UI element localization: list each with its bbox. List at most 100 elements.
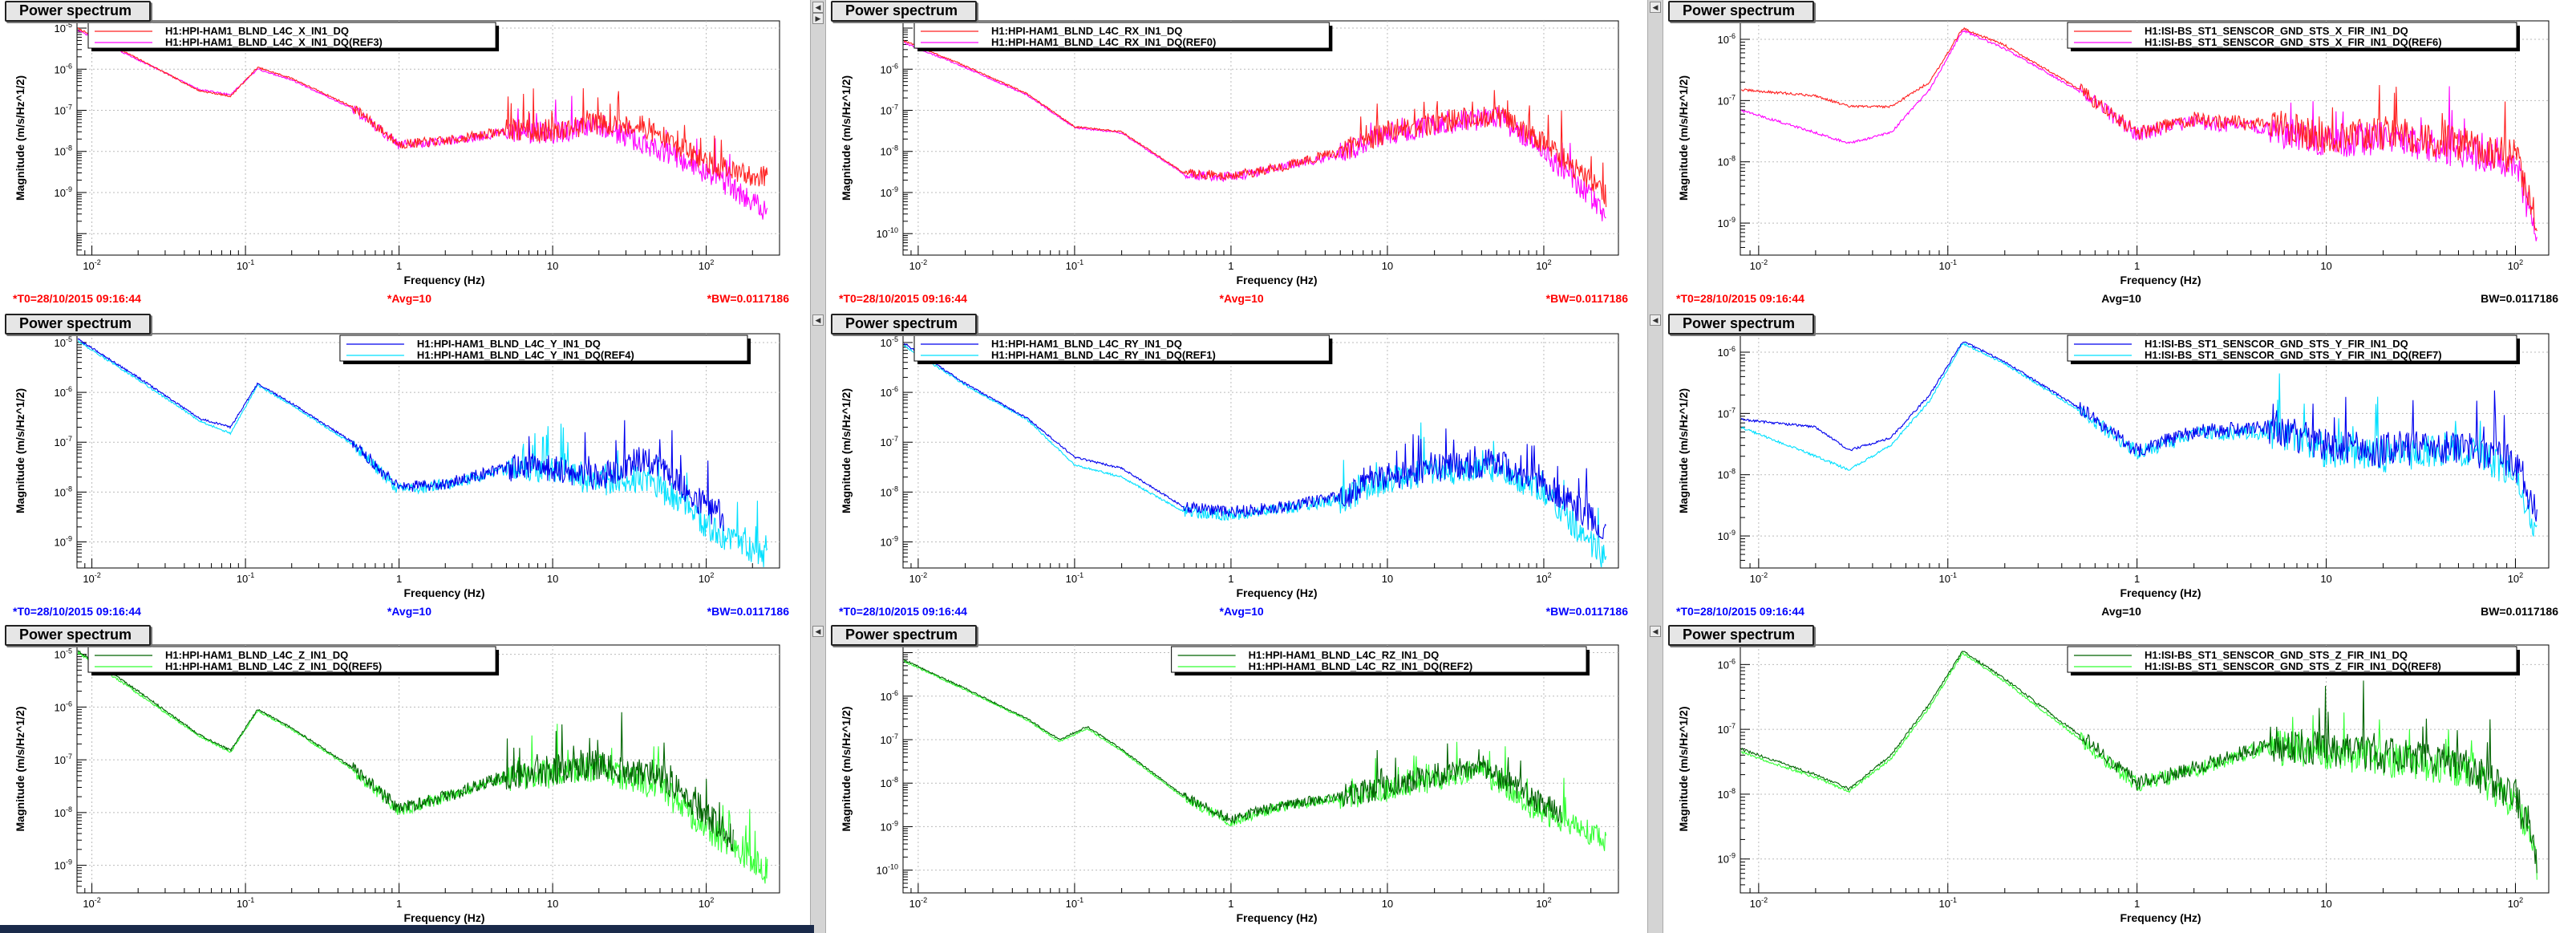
x-axis-label: Frequency (Hz) [1236, 274, 1317, 286]
avg-label: *Avg=10 [387, 292, 431, 305]
bw-label: BW=0.0117186 [2481, 292, 2558, 305]
x-tick-label: 102 [699, 258, 714, 272]
chart-svg: 10-2 10-1 1 10 102 10-9 10-8 10-7 10-6 10-5 Freque… [14, 20, 780, 286]
panel-tab[interactable]: Power spectrum [5, 314, 152, 335]
y-tick-label: 10-7 [55, 435, 72, 448]
panel-tab[interactable]: Power spectrum [831, 1, 978, 22]
plot-panel-sts-y[interactable]: 10-2 10-1 1 10 102 10-9 10-8 10-7 10-6 Frequency … [1663, 313, 2576, 623]
y-tick-label: 10-9 [881, 535, 898, 549]
legend-label: H1:ISI-BS_ST1_SENSCOR_GND_STS_Z_FIR_IN1_… [2145, 660, 2441, 672]
y-tick-label: 10-9 [55, 535, 72, 549]
x-tick-label: 102 [699, 571, 714, 585]
t0-label: *T0=28/10/2015 09:16:44 [1676, 292, 1804, 305]
y-axis-label: Magnitude (m/s/Hz^1/2) [840, 707, 853, 832]
y-axis-label: Magnitude (m/s/Hz^1/2) [14, 388, 26, 513]
plot-panel-ry[interactable]: 10-2 10-1 1 10 102 10-9 10-8 10-7 10-6 10-5 Freque… [826, 313, 1646, 623]
scroll-divider[interactable]: ◀ ◀ ◀ [1647, 0, 1663, 933]
scroll-left-arrow-icon[interactable]: ◀ [812, 626, 824, 637]
x-tick-label: 102 [2508, 258, 2523, 272]
plot-panel-x[interactable]: 10-2 10-1 1 10 102 10-9 10-8 10-7 10-6 10-5 Freque… [0, 0, 807, 310]
legend-label: H1:HPI-HAM1_BLND_L4C_Y_IN1_DQ(REF4) [417, 349, 634, 361]
scroll-divider[interactable]: ◀ ▶ ◀ ◀ [810, 0, 826, 933]
legend-label: H1:ISI-BS_ST1_SENSCOR_GND_STS_X_FIR_IN1_… [2145, 25, 2408, 37]
scroll-left-arrow-icon[interactable]: ◀ [1650, 2, 1661, 13]
column-left: 10-2 10-1 1 10 102 10-9 10-8 10-7 10-6 10-5 Freque… [0, 0, 807, 933]
y-tick-label: 10-6 [55, 62, 72, 75]
panel-tab[interactable]: Power spectrum [1668, 314, 1815, 335]
x-tick-label: 10 [2320, 573, 2331, 585]
series-line [904, 660, 1607, 851]
y-tick-label: 10-8 [1718, 155, 1736, 168]
series-line [1741, 651, 2538, 874]
x-tick-label: 10 [2320, 898, 2331, 910]
x-tick-label: 10-1 [1066, 258, 1083, 272]
x-tick-label: 10-1 [237, 258, 254, 272]
series-line [78, 26, 768, 187]
plot-panel-z[interactable]: 10-2 10-1 1 10 102 10-9 10-8 10-7 10-6 10-5 Freque… [0, 624, 807, 933]
plot-panel-sts-x[interactable]: 10-2 10-1 1 10 102 10-9 10-8 10-7 10-6 Frequency … [1663, 0, 2576, 310]
scroll-right-arrow-icon[interactable]: ▶ [812, 13, 824, 24]
bw-label: *BW=0.0117186 [1545, 605, 1628, 618]
y-tick-label: 10-8 [55, 805, 72, 819]
x-tick-label: 1 [1228, 898, 1233, 910]
chart-svg: 10-2 10-1 1 10 102 10-9 10-8 10-7 10-6 Frequency … [1677, 333, 2550, 599]
plot-frame [1740, 644, 2550, 894]
series-line [1741, 342, 2538, 537]
y-tick-label: 10-6 [1718, 345, 1736, 359]
panel-tab[interactable]: Power spectrum [5, 625, 152, 646]
series-line [78, 338, 724, 532]
y-tick-label: 10-5 [55, 335, 72, 349]
panel-tab[interactable]: Power spectrum [1668, 1, 1815, 22]
avg-label: *Avg=10 [1219, 605, 1264, 618]
x-tick-label: 10-1 [237, 571, 254, 585]
x-tick-label: 102 [699, 896, 714, 910]
series-line [904, 39, 1607, 208]
legend-label: H1:HPI-HAM1_BLND_L4C_Y_IN1_DQ [417, 338, 601, 350]
chart-svg: 10-2 10-1 1 10 102 10-9 10-8 10-7 10-6 10-5 Freque… [14, 644, 780, 924]
x-axis-label: Frequency (Hz) [1236, 911, 1317, 924]
legend-label: H1:HPI-HAM1_BLND_L4C_RZ_IN1_DQ [1249, 649, 1440, 661]
scroll-left-arrow-icon[interactable]: ◀ [812, 2, 824, 13]
x-tick-label: 10-1 [1066, 896, 1083, 910]
x-tick-label: 10-1 [1939, 896, 1957, 910]
bw-label: BW=0.0117186 [2481, 605, 2558, 618]
scroll-left-arrow-icon[interactable]: ◀ [1650, 314, 1661, 326]
panel-tab[interactable]: Power spectrum [1668, 625, 1815, 646]
y-tick-label: 10-8 [881, 485, 898, 498]
scroll-left-arrow-icon[interactable]: ◀ [812, 314, 824, 326]
x-tick-label: 102 [1536, 896, 1551, 910]
y-tick-label: 10-6 [881, 689, 898, 703]
t0-label: *T0=28/10/2015 09:16:44 [1676, 605, 1804, 618]
legend-box [2067, 22, 2517, 49]
legend-label: H1:HPI-HAM1_BLND_L4C_RZ_IN1_DQ(REF2) [1249, 660, 1473, 672]
y-tick-label: 10-7 [1718, 406, 1736, 420]
scroll-left-arrow-icon[interactable]: ◀ [1650, 626, 1661, 637]
chart-svg: 10-2 10-1 1 10 102 10-10 10-9 10-8 10-7 10-6 Frequ… [840, 644, 1619, 924]
x-tick-label: 10-2 [909, 258, 927, 272]
y-axis-label: Magnitude (m/s/Hz^1/2) [1677, 388, 1690, 513]
x-tick-label: 1 [396, 260, 402, 272]
panel-tab[interactable]: Power spectrum [5, 1, 152, 22]
y-tick-label: 10-9 [1718, 529, 1736, 542]
x-tick-label: 1 [396, 898, 402, 910]
bw-label: *BW=0.0117186 [707, 605, 789, 618]
taskbar[interactable] [0, 925, 814, 933]
legend-box [913, 22, 1330, 49]
y-axis-label: Magnitude (m/s/Hz^1/2) [14, 707, 26, 832]
x-tick-label: 10 [547, 573, 558, 585]
t0-label: *T0=28/10/2015 09:16:44 [13, 292, 141, 305]
x-tick-label: 10-2 [909, 571, 927, 585]
series-line [1741, 26, 2538, 232]
plot-panel-y[interactable]: 10-2 10-1 1 10 102 10-9 10-8 10-7 10-6 10-5 Freque… [0, 313, 807, 623]
plot-panel-rx[interactable]: 10-2 10-1 1 10 102 10-10 10-9 10-8 10-7 10-6 Frequ… [826, 0, 1646, 310]
legend-box [339, 335, 748, 362]
panel-tab[interactable]: Power spectrum [831, 314, 978, 335]
y-tick-label: 10-7 [1718, 722, 1736, 736]
plot-panel-sts-z[interactable]: 10-2 10-1 1 10 102 10-9 10-8 10-7 10-6 Frequency … [1663, 624, 2576, 933]
avg-label: *Avg=10 [387, 605, 431, 618]
y-tick-label: 10-10 [877, 226, 898, 240]
y-tick-label: 10-9 [55, 185, 72, 199]
legend-label: H1:ISI-BS_ST1_SENSCOR_GND_STS_Y_FIR_IN1_… [2145, 349, 2442, 361]
panel-tab[interactable]: Power spectrum [831, 625, 978, 646]
plot-panel-rz[interactable]: 10-2 10-1 1 10 102 10-10 10-9 10-8 10-7 10-6 Frequ… [826, 624, 1646, 933]
